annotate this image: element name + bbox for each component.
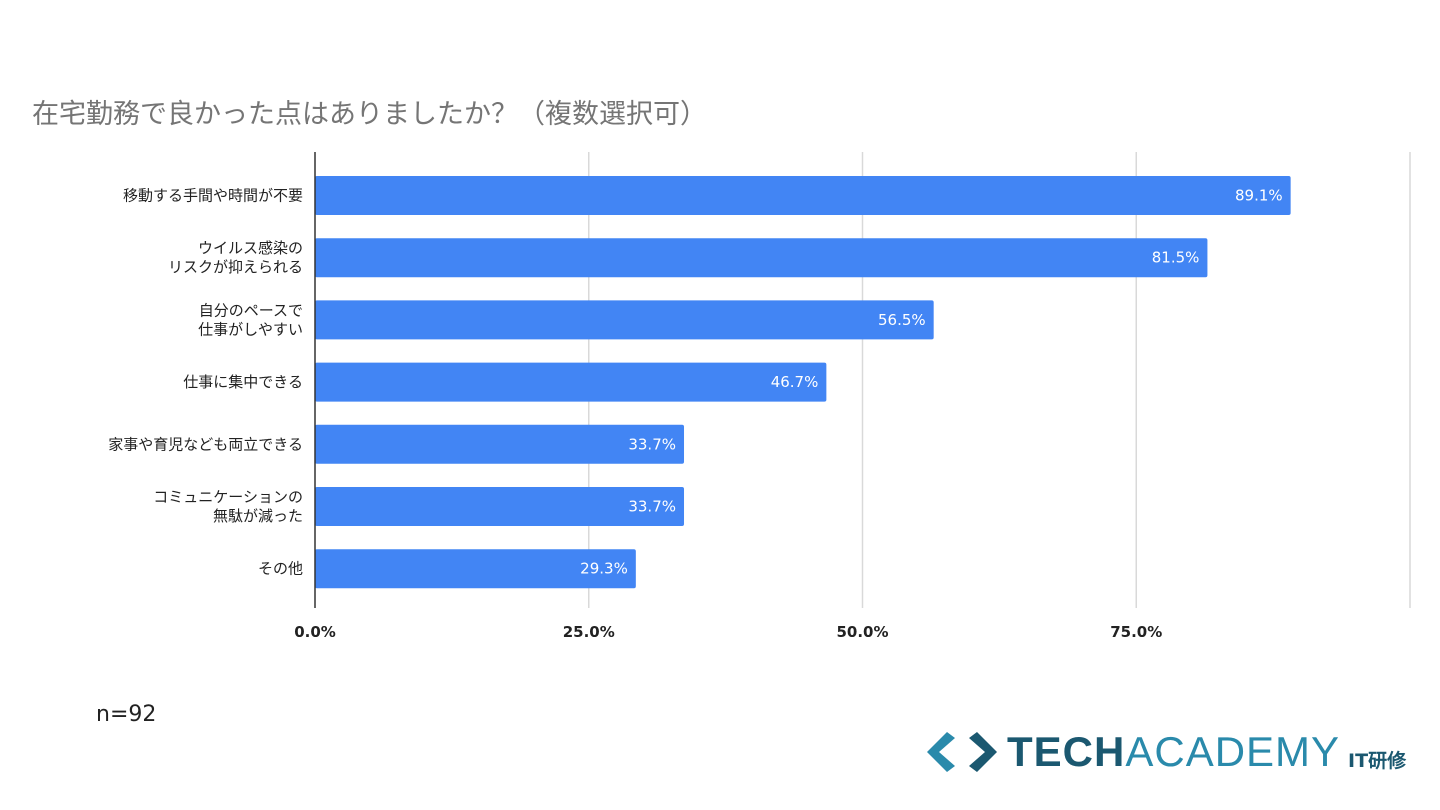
data-label: 89.1% — [1235, 187, 1283, 205]
category-label: リスクが抑えられる — [168, 258, 303, 276]
category-label: 移動する手間や時間が不要 — [123, 187, 303, 205]
data-label: 56.5% — [878, 311, 926, 329]
category-label: 無駄が減った — [213, 507, 303, 525]
x-tick-label: 75.0% — [1110, 623, 1162, 641]
category-label: 家事や育児なども両立できる — [108, 435, 303, 453]
sample-size-note: n=92 — [96, 702, 157, 727]
data-label: 81.5% — [1152, 249, 1200, 267]
bar — [315, 549, 636, 589]
x-tick-label: 25.0% — [563, 623, 615, 641]
bar — [315, 424, 685, 464]
data-label: 46.7% — [771, 373, 819, 391]
logo-suffix: IT研修 — [1348, 749, 1407, 772]
category-label: 自分のペースで — [199, 301, 303, 319]
bar — [315, 176, 1291, 215]
data-label: 33.7% — [628, 498, 676, 516]
x-tick-label: 0.0% — [294, 623, 336, 641]
chart-title: 在宅勤務で良かった点はありましたか？（複数選択可） — [32, 99, 707, 130]
code-brackets-icon — [927, 732, 997, 772]
x-tick-label: 50.0% — [836, 623, 888, 641]
category-label: 仕事に集中できる — [183, 373, 303, 391]
bar — [315, 362, 827, 402]
bar — [315, 300, 934, 340]
logo-tech: TECH — [1007, 728, 1126, 775]
category-label: ウイルス感染の — [198, 239, 303, 257]
techacademy-logo: TECH ACADEMY IT研修 — [925, 728, 1406, 776]
bar — [315, 487, 685, 526]
category-label: コミュニケーションの — [153, 488, 303, 506]
data-label: 33.7% — [628, 435, 676, 453]
category-label: その他 — [258, 560, 303, 578]
data-label: 29.3% — [580, 560, 628, 578]
logo-academy: ACADEMY — [1125, 728, 1341, 775]
bar — [315, 238, 1208, 278]
category-label: 仕事がしやすい — [198, 320, 303, 338]
